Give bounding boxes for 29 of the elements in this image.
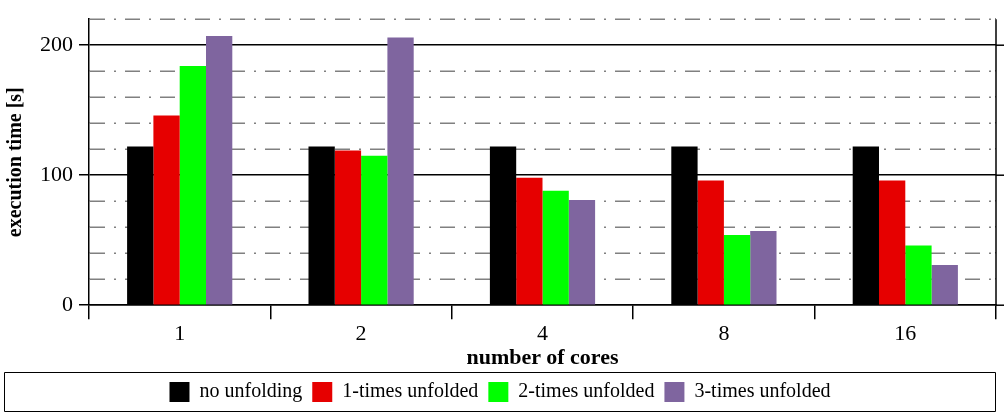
y-tick-label: 0 bbox=[62, 290, 73, 316]
x-tick-label: 1 bbox=[174, 320, 186, 346]
bar bbox=[387, 37, 414, 305]
bar bbox=[568, 199, 596, 305]
bar bbox=[723, 235, 751, 305]
legend-label: 3-times unfolded bbox=[694, 379, 831, 402]
bar bbox=[905, 245, 932, 305]
bar bbox=[153, 115, 180, 305]
bar bbox=[361, 155, 388, 305]
x-axis-title: number of cores bbox=[466, 344, 619, 370]
x-tick-label: 4 bbox=[537, 320, 548, 346]
bar bbox=[206, 36, 233, 305]
bar bbox=[179, 66, 206, 305]
x-tick-label: 16 bbox=[894, 320, 917, 346]
bar bbox=[334, 150, 362, 305]
y-axis-title: execution time [s] bbox=[3, 87, 26, 238]
y-tick-label: 200 bbox=[40, 30, 73, 56]
y-tick-label: 100 bbox=[40, 160, 73, 186]
bar bbox=[697, 180, 724, 305]
legend-label: no unfolding bbox=[199, 379, 303, 403]
bar bbox=[750, 231, 777, 305]
legend-label: 2-times unfolded bbox=[518, 379, 655, 402]
x-tick-label: 2 bbox=[355, 320, 367, 346]
bar bbox=[516, 177, 543, 305]
bar bbox=[931, 264, 958, 305]
bar bbox=[542, 190, 569, 305]
bar bbox=[879, 180, 906, 305]
x-tick-label: 8 bbox=[718, 320, 730, 346]
legend-label: 1-times unfolded bbox=[342, 379, 479, 402]
